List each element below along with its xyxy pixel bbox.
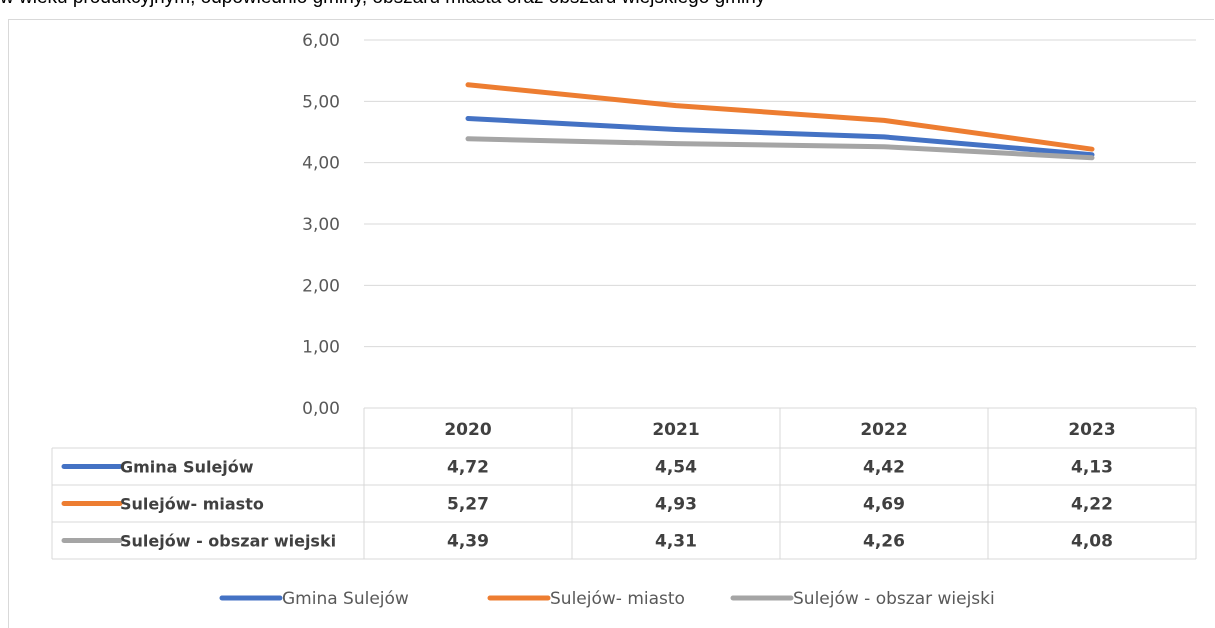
data-table: 2020 2021 2022 2023 Gmina Sulejów 4,72 4,54 4,4… [51, 407, 1197, 560]
x-category-label: 2022 [860, 420, 907, 440]
series-name-label: Gmina Sulejów [120, 458, 254, 477]
data-value-label: 4,54 [655, 458, 697, 478]
data-value-label: 4,22 [1071, 495, 1113, 515]
x-category-label: 2023 [1068, 420, 1115, 440]
legend: Gmina Sulejów Sulejów- miasto Sulejów - ob… [219, 589, 995, 609]
y-tick-label: 4,00 [302, 154, 340, 174]
data-value-label: 5,27 [447, 495, 489, 515]
y-tick-label: 2,00 [302, 276, 340, 296]
chart-frame [8, 19, 1214, 628]
data-value-label: 4,13 [1071, 458, 1113, 478]
y-tick-label: 0,00 [302, 399, 340, 419]
data-value-label: 4,42 [863, 458, 905, 478]
series-line [465, 82, 1095, 152]
y-axis-ticks: 0,00 1,00 2,00 3,00 4,00 5,00 6,00 [302, 31, 340, 419]
series-lines [465, 82, 1095, 161]
data-value-label: 4,31 [655, 532, 697, 552]
x-category-label: 2021 [652, 420, 699, 440]
data-value-label: 4,72 [447, 458, 489, 478]
y-tick-label: 5,00 [302, 92, 340, 112]
y-tick-label: 3,00 [302, 215, 340, 235]
data-value-label: 4,08 [1071, 532, 1113, 552]
y-tick-label: 1,00 [302, 338, 340, 358]
x-category-label: 2020 [444, 420, 491, 440]
data-value-label: 4,69 [863, 495, 905, 515]
legend-label: Sulejów - obszar wiejski [793, 589, 995, 609]
gridlines [364, 39, 1196, 348]
y-tick-label: 6,00 [302, 31, 340, 51]
legend-label: Gmina Sulejów [282, 589, 409, 609]
data-value-label: 4,26 [863, 532, 905, 552]
series-name-label: Sulejów- miasto [120, 495, 264, 514]
data-value-label: 4,39 [447, 532, 489, 552]
legend-label: Sulejów- miasto [550, 589, 685, 609]
chart-caption: w wieku produkcyjnym, odpowiednio gminy,… [0, 0, 1215, 10]
series-line [465, 136, 1095, 161]
data-value-label: 4,93 [655, 495, 697, 515]
series-line [465, 116, 1095, 158]
series-name-label: Sulejów - obszar wiejski [120, 532, 336, 551]
